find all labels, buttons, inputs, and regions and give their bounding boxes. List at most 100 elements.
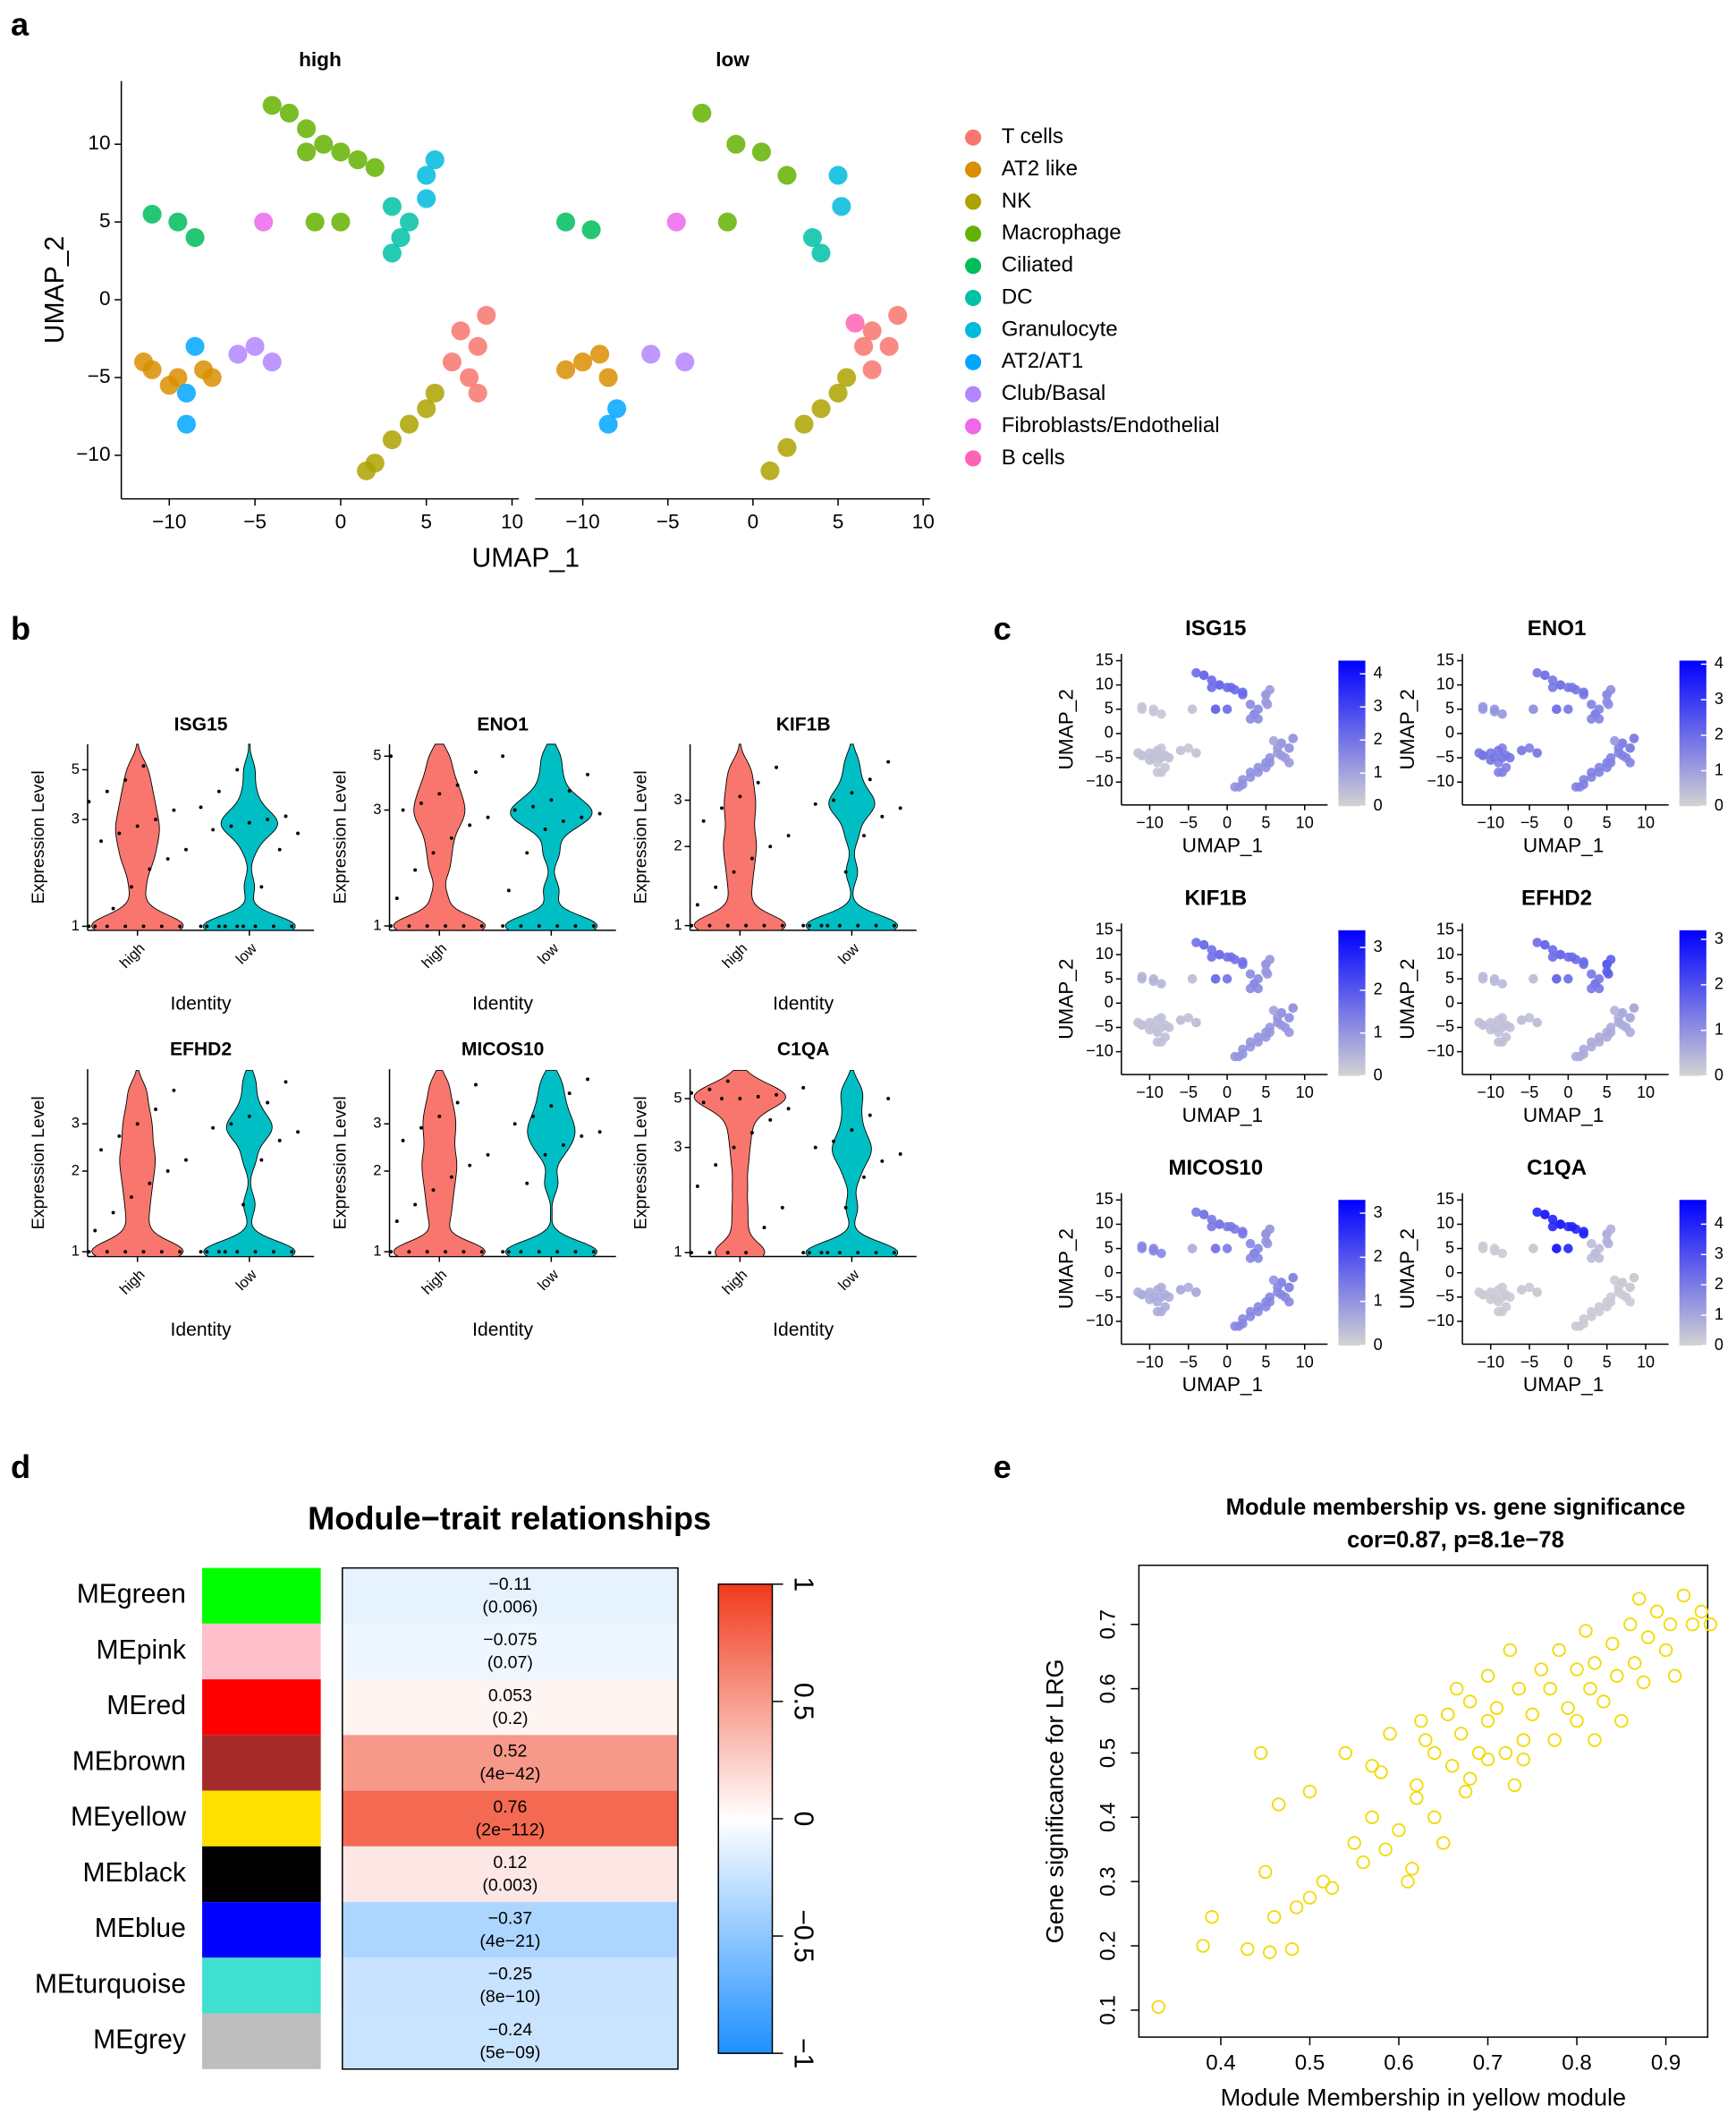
colorbar — [717, 1583, 774, 2054]
cell-point — [590, 344, 610, 364]
feature-point — [1497, 1248, 1507, 1259]
feature-point — [1478, 751, 1488, 760]
gene-point — [1628, 1656, 1642, 1670]
x-tick-label: 5 — [1603, 814, 1612, 832]
expression-point — [525, 851, 529, 855]
expression-point — [874, 1251, 878, 1255]
y-axis-label: Expression Level — [631, 770, 650, 904]
gene-point — [1605, 1636, 1620, 1651]
feature-point — [1145, 1017, 1155, 1028]
y-tick-label: 0 — [1445, 993, 1454, 1011]
y-tick-label: 5 — [373, 747, 381, 764]
violin — [504, 1070, 598, 1257]
cell-point — [477, 305, 496, 325]
expression-point — [394, 896, 399, 901]
expression-point — [690, 923, 694, 928]
gene-point — [1401, 1874, 1415, 1889]
expression-point — [701, 819, 706, 823]
colorbar-label: 1 — [1374, 1291, 1383, 1309]
expression-point — [455, 783, 460, 787]
cell-point — [832, 197, 851, 216]
expression-point — [259, 1158, 264, 1162]
colorbar-label: 0.5 — [789, 1683, 818, 1720]
x-tick-label: low — [834, 939, 862, 967]
feature-point — [1587, 1238, 1596, 1249]
gene-point — [1610, 1668, 1624, 1683]
expression-point — [886, 760, 891, 764]
feature-point — [1555, 1219, 1565, 1229]
feature-point — [1245, 768, 1256, 777]
x-tick-label: 10 — [1296, 1353, 1314, 1371]
cell-point — [245, 336, 265, 356]
feature-point — [1238, 959, 1248, 970]
expression-point — [199, 1250, 203, 1254]
gene-point — [1596, 1694, 1611, 1709]
feature-point — [1284, 1282, 1294, 1293]
expression-point — [290, 1250, 294, 1254]
expression-point — [444, 1250, 448, 1254]
cell-point — [837, 368, 857, 387]
expression-point — [597, 1130, 602, 1134]
expression-point — [284, 1080, 288, 1084]
panel-title: EFHD2 — [170, 1040, 232, 1060]
x-tick-label: −5 — [656, 511, 680, 533]
expression-point — [786, 834, 791, 838]
feature-point — [1245, 1238, 1256, 1249]
expression-point — [444, 924, 448, 928]
expression-point — [856, 1251, 860, 1255]
colorbar-label: 0 — [1715, 796, 1723, 814]
expression-point — [501, 754, 505, 759]
cell-point — [692, 103, 712, 123]
y-axis-label: UMAP_2 — [1055, 689, 1078, 769]
cell-point — [382, 197, 402, 216]
cell-point — [425, 383, 445, 403]
expression-point — [468, 1163, 472, 1167]
expression-point — [479, 924, 484, 928]
colorbar-label: 0 — [1374, 1065, 1383, 1083]
y-tick-label: 5 — [1445, 700, 1454, 717]
expression-point — [506, 1250, 511, 1254]
legend-swatch — [965, 321, 982, 338]
feature-point — [1617, 751, 1628, 760]
expression-point — [401, 808, 405, 812]
feature-point — [1547, 952, 1558, 963]
expression-point — [561, 819, 565, 823]
y-tick-label: 3 — [72, 1115, 80, 1132]
cell-point — [641, 344, 661, 364]
colorbar — [1338, 660, 1366, 807]
feature-point — [1524, 743, 1535, 753]
feature-point — [1222, 1244, 1232, 1253]
expression-point — [216, 924, 221, 929]
feature-point — [1276, 1020, 1287, 1031]
expression-point — [479, 1250, 484, 1254]
expression-point — [266, 817, 270, 821]
feature-point — [1486, 748, 1495, 758]
colorbar-label: 1 — [1715, 760, 1723, 778]
expression-point — [87, 1250, 91, 1254]
feature-point — [1284, 1027, 1294, 1038]
y-tick-label: 0.7 — [1097, 1609, 1121, 1640]
feature-point — [1156, 979, 1166, 989]
feature-point — [1261, 690, 1271, 700]
heatmap-cell — [342, 1623, 679, 1680]
cell-point — [717, 212, 737, 232]
feature-point — [1145, 748, 1155, 758]
y-tick-label: 1 — [72, 917, 80, 934]
expression-point — [111, 906, 115, 911]
cell-point — [382, 429, 402, 450]
x-tick-label: −5 — [1179, 1353, 1198, 1371]
expression-point — [123, 924, 128, 929]
cell-point — [675, 352, 695, 372]
module-color — [202, 1567, 321, 1624]
gene-point — [1663, 1617, 1678, 1632]
expression-point — [235, 1250, 240, 1254]
feature-point — [1594, 1302, 1605, 1312]
expression-point — [898, 1152, 902, 1156]
colorbar-label: 4 — [1374, 664, 1383, 682]
feature-point — [1594, 714, 1605, 724]
gene-point — [1410, 1778, 1424, 1793]
expression-point — [199, 805, 203, 810]
cell-point — [760, 461, 780, 480]
legend-swatch — [965, 129, 982, 146]
panel-title: low — [716, 48, 749, 71]
